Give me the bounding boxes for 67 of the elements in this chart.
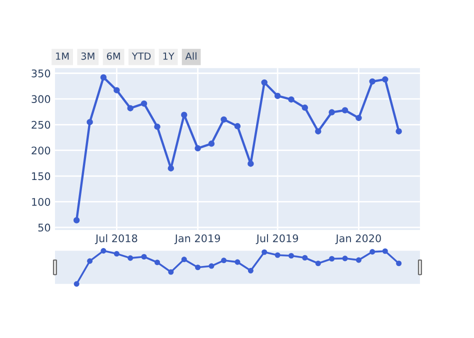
point — [262, 249, 268, 255]
point — [100, 248, 106, 254]
point — [288, 252, 294, 259]
y-tick-label: 150 — [32, 172, 50, 180]
point — [382, 76, 388, 83]
point — [342, 107, 348, 114]
point — [315, 260, 321, 266]
text: 1M — [56, 52, 69, 60]
point — [274, 92, 281, 99]
point — [302, 254, 308, 261]
text: 6M — [106, 52, 120, 60]
point — [86, 118, 93, 126]
text: 3M — [81, 52, 94, 60]
point — [396, 128, 402, 134]
point — [128, 255, 134, 261]
point — [248, 160, 254, 167]
point — [274, 252, 280, 258]
y-tick-label: 50 — [38, 224, 50, 232]
point — [154, 260, 160, 266]
point — [234, 123, 241, 130]
y-tick-label: 250 — [32, 120, 50, 129]
point — [221, 258, 227, 264]
point — [329, 256, 335, 262]
point — [208, 263, 214, 269]
point — [141, 254, 147, 260]
point — [73, 217, 80, 224]
point — [127, 105, 134, 112]
y-tick-label: 100 — [32, 198, 50, 206]
point — [100, 74, 107, 80]
point — [181, 256, 187, 262]
point — [288, 96, 294, 103]
point — [168, 165, 174, 172]
text: 1Y — [163, 52, 174, 60]
point — [181, 112, 188, 118]
point — [87, 258, 93, 264]
point — [194, 145, 201, 152]
point — [114, 251, 120, 257]
x-tick-label: Jul 2018 — [94, 234, 138, 244]
point — [248, 268, 254, 274]
point — [382, 248, 388, 254]
point — [114, 87, 120, 94]
point — [342, 256, 348, 262]
point — [328, 109, 335, 116]
point — [396, 260, 402, 266]
x-tick-label: Jan 2020 — [335, 234, 381, 244]
point — [370, 249, 376, 255]
y-tick-label: 200 — [32, 146, 50, 154]
point — [234, 259, 240, 265]
y-tick-label: 300 — [32, 95, 50, 104]
text: YTD — [132, 52, 151, 60]
point — [302, 104, 308, 111]
point — [154, 124, 160, 130]
point — [369, 78, 376, 85]
point — [140, 100, 148, 107]
point — [315, 128, 322, 134]
point — [261, 79, 268, 86]
x-tick-label: Jul 2019 — [256, 234, 298, 244]
y-tick-label: 350 — [32, 69, 50, 78]
point — [356, 114, 362, 122]
point — [74, 281, 80, 287]
point — [208, 140, 215, 147]
point — [220, 116, 227, 123]
point — [195, 264, 201, 270]
text: All — [185, 52, 196, 60]
point — [168, 269, 174, 275]
point — [356, 257, 362, 263]
x-tick-label: Jan 2019 — [174, 234, 220, 244]
